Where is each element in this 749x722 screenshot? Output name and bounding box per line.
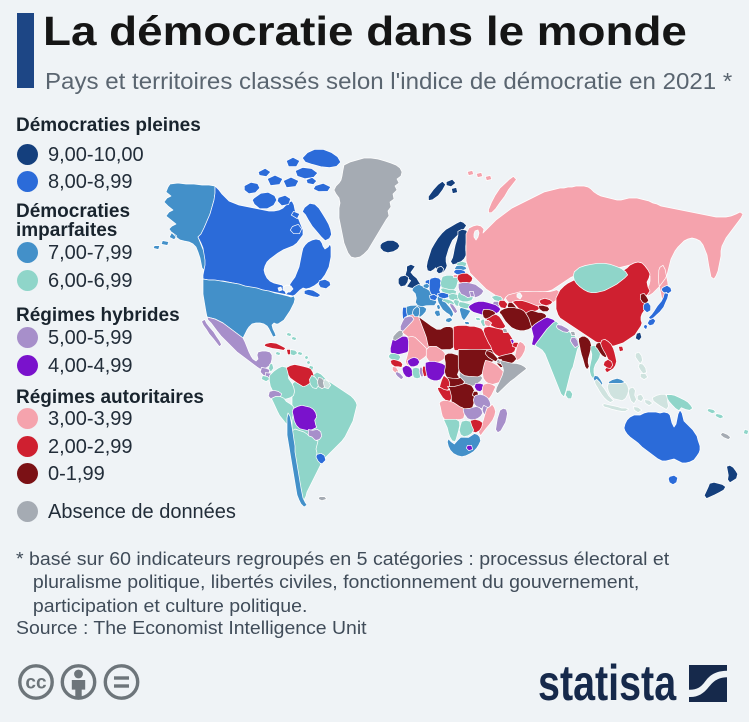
svg-text:cc: cc <box>25 673 47 694</box>
